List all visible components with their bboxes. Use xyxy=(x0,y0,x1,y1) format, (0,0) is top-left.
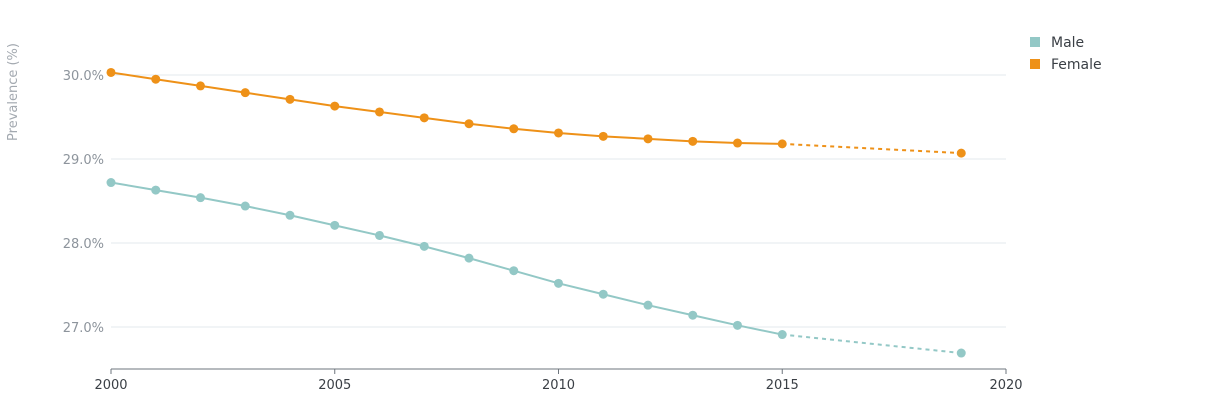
legend-label: Female xyxy=(1051,57,1102,73)
data-point[interactable] xyxy=(240,201,250,211)
legend-item-male[interactable]: Male xyxy=(1030,35,1084,51)
data-point[interactable] xyxy=(464,253,474,263)
x-tick-label: 2000 xyxy=(94,378,127,393)
data-point[interactable] xyxy=(285,210,295,220)
legend-swatch xyxy=(1030,37,1040,47)
data-point[interactable] xyxy=(643,300,653,310)
series-projection-line-female xyxy=(782,142,962,155)
data-point[interactable] xyxy=(554,278,563,288)
data-point[interactable] xyxy=(196,81,205,91)
legend-swatch xyxy=(1030,59,1040,69)
data-point[interactable] xyxy=(464,119,474,129)
data-point[interactable] xyxy=(196,193,205,203)
data-point[interactable] xyxy=(330,101,340,111)
x-axis-ticks: 2000 2005 2010 2015 2020 xyxy=(94,369,1023,393)
data-point[interactable] xyxy=(240,88,250,98)
legend-item-female[interactable]: Female xyxy=(1030,57,1102,73)
y-axis-label: Prevalence (%) xyxy=(6,43,21,141)
data-point[interactable] xyxy=(688,136,698,146)
data-point[interactable] xyxy=(733,320,742,330)
y-tick-label: 30.0% xyxy=(63,69,104,84)
data-point[interactable] xyxy=(598,131,608,141)
series-line-male xyxy=(110,181,783,336)
data-point[interactable] xyxy=(419,241,429,251)
grid-lines xyxy=(111,74,1006,328)
series-female xyxy=(106,67,966,158)
data-point[interactable] xyxy=(956,348,966,358)
y-tick-label: 29.0% xyxy=(63,153,104,168)
data-point[interactable] xyxy=(419,113,429,123)
data-point[interactable] xyxy=(777,330,787,340)
x-tick-label: 2005 xyxy=(318,378,351,393)
data-point[interactable] xyxy=(375,107,384,117)
data-point[interactable] xyxy=(554,128,563,138)
data-point[interactable] xyxy=(509,124,519,134)
data-point[interactable] xyxy=(330,220,340,230)
data-point[interactable] xyxy=(733,138,742,148)
data-point[interactable] xyxy=(509,266,519,276)
x-tick-label: 2020 xyxy=(989,378,1022,393)
data-point[interactable] xyxy=(106,67,116,77)
data-point[interactable] xyxy=(375,230,384,240)
series-group xyxy=(106,67,966,358)
series-male xyxy=(106,178,966,358)
series-projection-line-male xyxy=(782,333,962,355)
data-point[interactable] xyxy=(285,94,295,104)
x-tick-label: 2010 xyxy=(542,378,575,393)
data-point[interactable] xyxy=(106,178,116,188)
data-point[interactable] xyxy=(151,185,161,195)
data-point[interactable] xyxy=(643,134,653,144)
y-tick-label: 27.0% xyxy=(63,321,104,336)
y-axis-ticks: 27.0% 28.0% 29.0% 30.0% xyxy=(63,69,104,336)
series-line-female xyxy=(110,71,783,145)
legend[interactable]: Male Female xyxy=(1030,35,1102,73)
data-point[interactable] xyxy=(598,289,608,299)
x-tick-label: 2015 xyxy=(766,378,799,393)
data-point[interactable] xyxy=(777,139,787,149)
data-point[interactable] xyxy=(688,310,698,320)
data-point[interactable] xyxy=(956,148,966,158)
y-tick-label: 28.0% xyxy=(63,237,104,252)
legend-label: Male xyxy=(1051,35,1084,51)
data-point[interactable] xyxy=(151,74,161,84)
